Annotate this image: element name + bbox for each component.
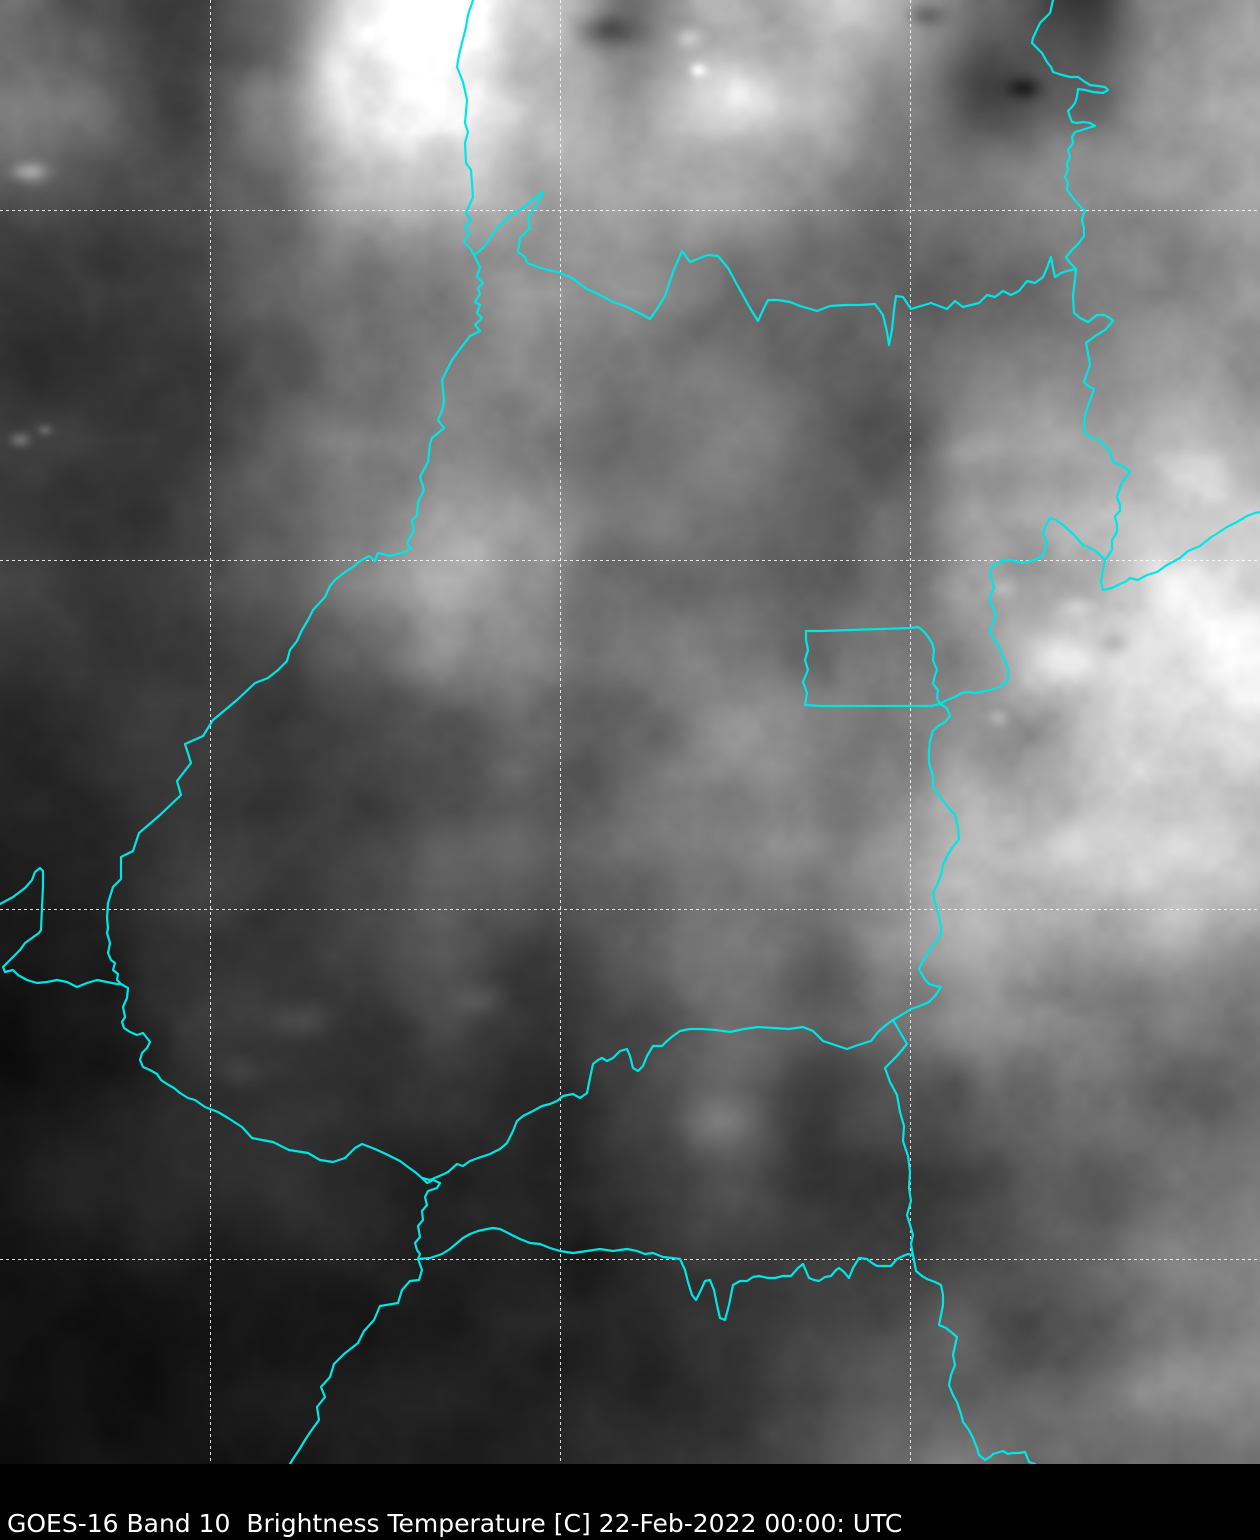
boundary-northeast-branch: [1099, 510, 1260, 592]
caption-text: GOES-16 Band 10 Brightness Temperature […: [7, 1509, 903, 1539]
boundary-river-west: [105, 253, 485, 986]
boundary-eastern-border-upper: [1030, 0, 1110, 271]
boundary-southern-border-lower: [416, 1226, 915, 1322]
boundary-river-north: [455, 0, 476, 257]
boundary-river-south: [119, 982, 442, 1464]
caption-bar: GOES-16 Band 10 Brightness Temperature […: [0, 1464, 1260, 1540]
boundary-eastern-border-lower: [883, 702, 1037, 1464]
boundary-west-branch: [938, 516, 1107, 706]
boundary-southern-border-upper: [420, 1018, 895, 1182]
map-overlay: [0, 0, 1260, 1464]
satellite-frame: [0, 0, 1260, 1464]
boundary-state-rectangle: [801, 625, 942, 708]
boundary-west-hook: [0, 866, 123, 989]
boundary-eastern-border-mid: [1071, 267, 1132, 562]
boundary-northern-border: [472, 190, 1078, 347]
